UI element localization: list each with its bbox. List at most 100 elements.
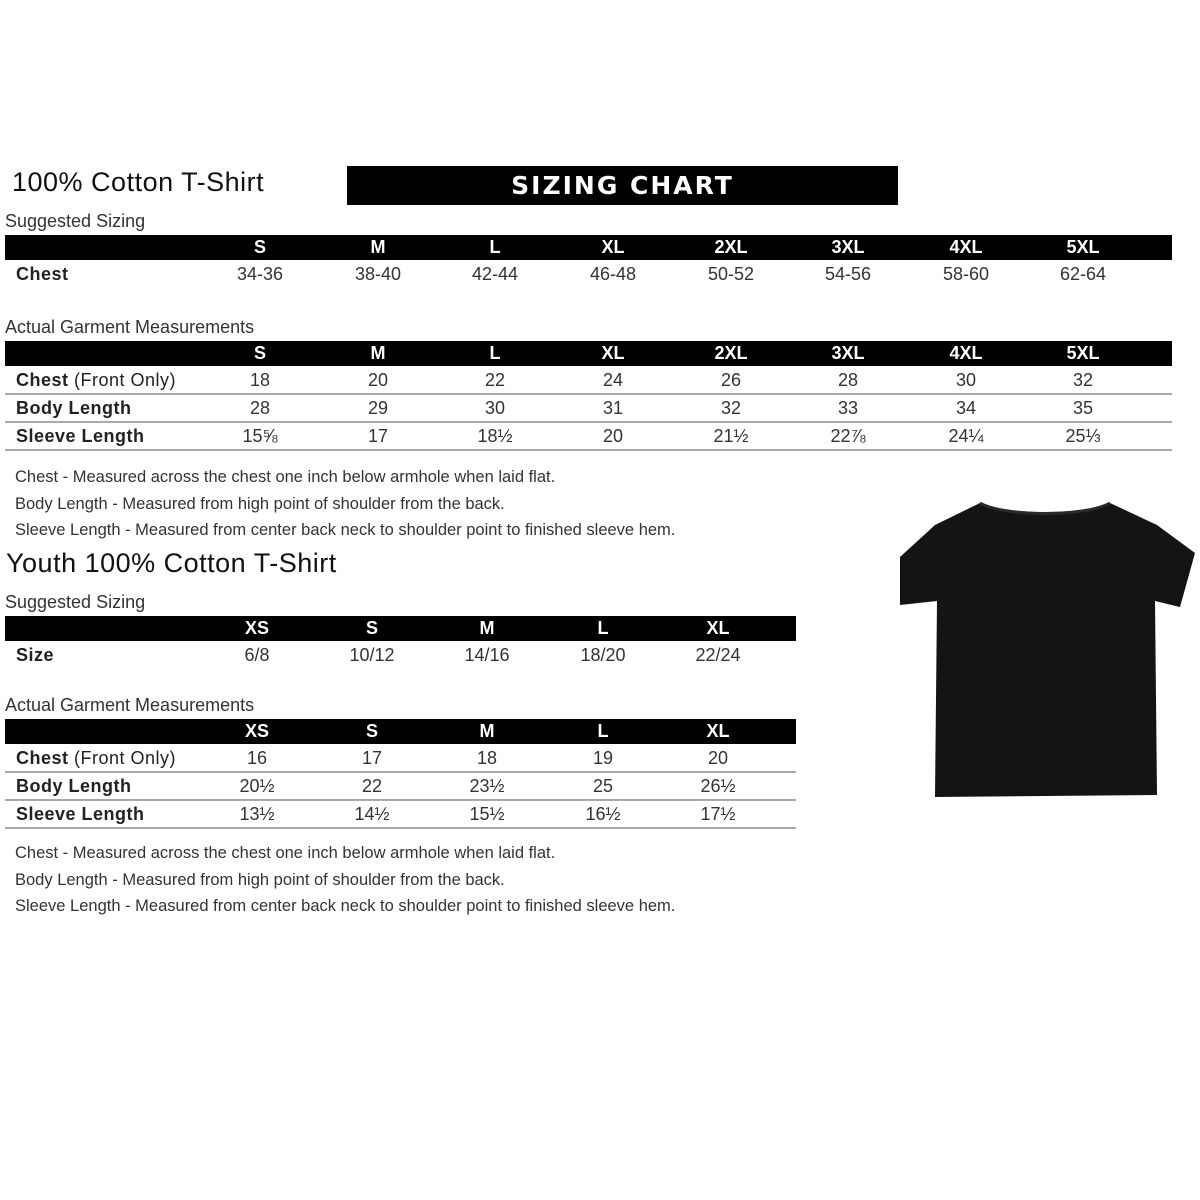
adult-suggested-label: Suggested Sizing xyxy=(5,211,146,231)
size-header: XL xyxy=(601,237,625,257)
table-cell: 30 xyxy=(484,398,506,418)
youth-title: Youth 100% Cotton T-Shirt xyxy=(6,548,337,578)
table-cell: 58-60 xyxy=(942,264,990,284)
table-cell: 42-44 xyxy=(471,264,519,284)
row-label-text: Chest xyxy=(16,370,69,390)
size-header: XL xyxy=(601,343,625,363)
size-header: S xyxy=(253,237,267,257)
size-header: M xyxy=(370,237,386,257)
table-cell: 26 xyxy=(720,370,742,390)
table-row: Sleeve Length 13½ 14½ 15½ 16½ 17½ xyxy=(5,800,796,828)
size-header: 2XL xyxy=(714,237,748,257)
size-header: 5XL xyxy=(1066,237,1100,257)
row-label-text: Sleeve Length xyxy=(16,426,145,446)
row-label: Chest (Front Only) xyxy=(16,370,176,391)
youth-suggested-label: Suggested Sizing xyxy=(5,592,146,612)
note-line: Sleeve Length - Measured from center bac… xyxy=(15,897,676,915)
youth-actual-label: Actual Garment Measurements xyxy=(5,695,255,715)
note-line: Chest - Measured across the chest one in… xyxy=(15,468,556,486)
size-header: XL xyxy=(706,618,730,638)
size-header: S xyxy=(365,618,379,638)
row-label-note: (Front Only) xyxy=(68,370,177,390)
table-cell: 30 xyxy=(955,370,977,390)
table-cell: 16½ xyxy=(585,804,621,824)
adult-title: 100% Cotton T-Shirt xyxy=(12,167,265,197)
size-header: M xyxy=(370,343,386,363)
size-header: M xyxy=(479,618,495,638)
table-header: XS S M L XL xyxy=(5,719,796,744)
size-header: L xyxy=(597,618,609,638)
table-cell: 35 xyxy=(1072,398,1094,418)
row-label: Body Length xyxy=(16,776,132,797)
table-cell: 17 xyxy=(367,426,389,446)
size-header: XS xyxy=(244,721,270,741)
size-header: 3XL xyxy=(831,237,865,257)
table-cell: 33 xyxy=(837,398,859,418)
table-cell: 16 xyxy=(246,748,268,768)
table-cell: 14/16 xyxy=(464,645,510,665)
table-row: Chest (Front Only) 18 20 22 24 26 28 30 32 xyxy=(5,366,1172,394)
table-cell: 18 xyxy=(476,748,498,768)
note-line: Chest - Measured across the chest one in… xyxy=(15,844,556,862)
row-label-text: Chest xyxy=(16,748,69,768)
table-cell: 17 xyxy=(361,748,383,768)
table-cell: 31 xyxy=(602,398,624,418)
size-header: 4XL xyxy=(949,237,983,257)
table-cell: 22 xyxy=(361,776,383,796)
row-label-text: Chest xyxy=(16,264,69,284)
table-cell: 28 xyxy=(837,370,859,390)
row-label-text: Body Length xyxy=(16,398,132,418)
table-cell: 24 xyxy=(602,370,624,390)
table-cell: 15½ xyxy=(469,804,505,824)
table-cell: 62-64 xyxy=(1059,264,1107,284)
size-header: 5XL xyxy=(1066,343,1100,363)
table-row: Body Length 28 29 30 31 32 33 34 35 xyxy=(5,394,1172,422)
table-header: S M L XL 2XL 3XL 4XL 5XL xyxy=(5,235,1172,260)
table-row: Sleeve Length 15⅝ 17 18½ 20 21½ 22⅞ 24¼ 25⅓ xyxy=(5,422,1172,450)
table-cell: 21½ xyxy=(713,426,749,446)
table-cell: 20 xyxy=(707,748,729,768)
table-cell: 18/20 xyxy=(580,645,626,665)
table-cell: 15⅝ xyxy=(242,426,278,446)
row-divider xyxy=(5,449,1172,451)
row-divider xyxy=(5,799,796,801)
row-label: Sleeve Length xyxy=(16,426,145,447)
table-cell: 19 xyxy=(592,748,614,768)
table-cell: 10/12 xyxy=(349,645,395,665)
table-cell: 26½ xyxy=(700,776,736,796)
row-label-text: Sleeve Length xyxy=(16,804,145,824)
table-cell: 22/24 xyxy=(695,645,741,665)
table-cell: 6/8 xyxy=(244,645,270,665)
table-cell: 13½ xyxy=(239,804,275,824)
table-cell: 18½ xyxy=(477,426,513,446)
adult-notes: Chest - Measured across the chest one in… xyxy=(15,464,675,544)
row-divider xyxy=(5,771,796,773)
table-cell: 28 xyxy=(249,398,271,418)
table-header: XS S M L XL xyxy=(5,616,796,641)
adult-actual-table: S M L XL 2XL 3XL 4XL 5XL Chest (Front Only) 18 20 2… xyxy=(5,341,1172,451)
row-label-text: Body Length xyxy=(16,776,132,796)
table-cell: 20 xyxy=(602,426,624,446)
table-cell: 23½ xyxy=(469,776,505,796)
size-header: L xyxy=(489,343,501,363)
table-row: Chest 34-36 38-40 42-44 46-48 50-52 54-56 58-60… xyxy=(5,260,1172,288)
size-header: 2XL xyxy=(714,343,748,363)
note-line: Sleeve Length - Measured from center bac… xyxy=(15,521,676,539)
size-header: 4XL xyxy=(949,343,983,363)
size-header: S xyxy=(365,721,379,741)
table-header: S M L XL 2XL 3XL 4XL 5XL xyxy=(5,341,1172,366)
row-label-note: (Front Only) xyxy=(68,748,177,768)
note-line: Body Length - Measured from high point o… xyxy=(15,870,505,889)
row-label: Size xyxy=(16,645,54,666)
size-header: S xyxy=(253,343,267,363)
table-cell: 50-52 xyxy=(707,264,755,284)
youth-suggested-table: XS S M L XL Size 6/8 10/12 14/16 18/20 22/24 xyxy=(5,616,796,665)
table-cell: 22 xyxy=(484,370,506,390)
table-cell: 18 xyxy=(249,370,271,390)
adult-actual-label: Actual Garment Measurements xyxy=(5,317,255,337)
row-label: Chest (Front Only) xyxy=(16,748,176,769)
table-cell: 20 xyxy=(367,370,389,390)
size-header: XS xyxy=(244,618,270,638)
note-line: Body Length - Measured from high point o… xyxy=(15,494,505,513)
row-label: Sleeve Length xyxy=(16,804,145,825)
